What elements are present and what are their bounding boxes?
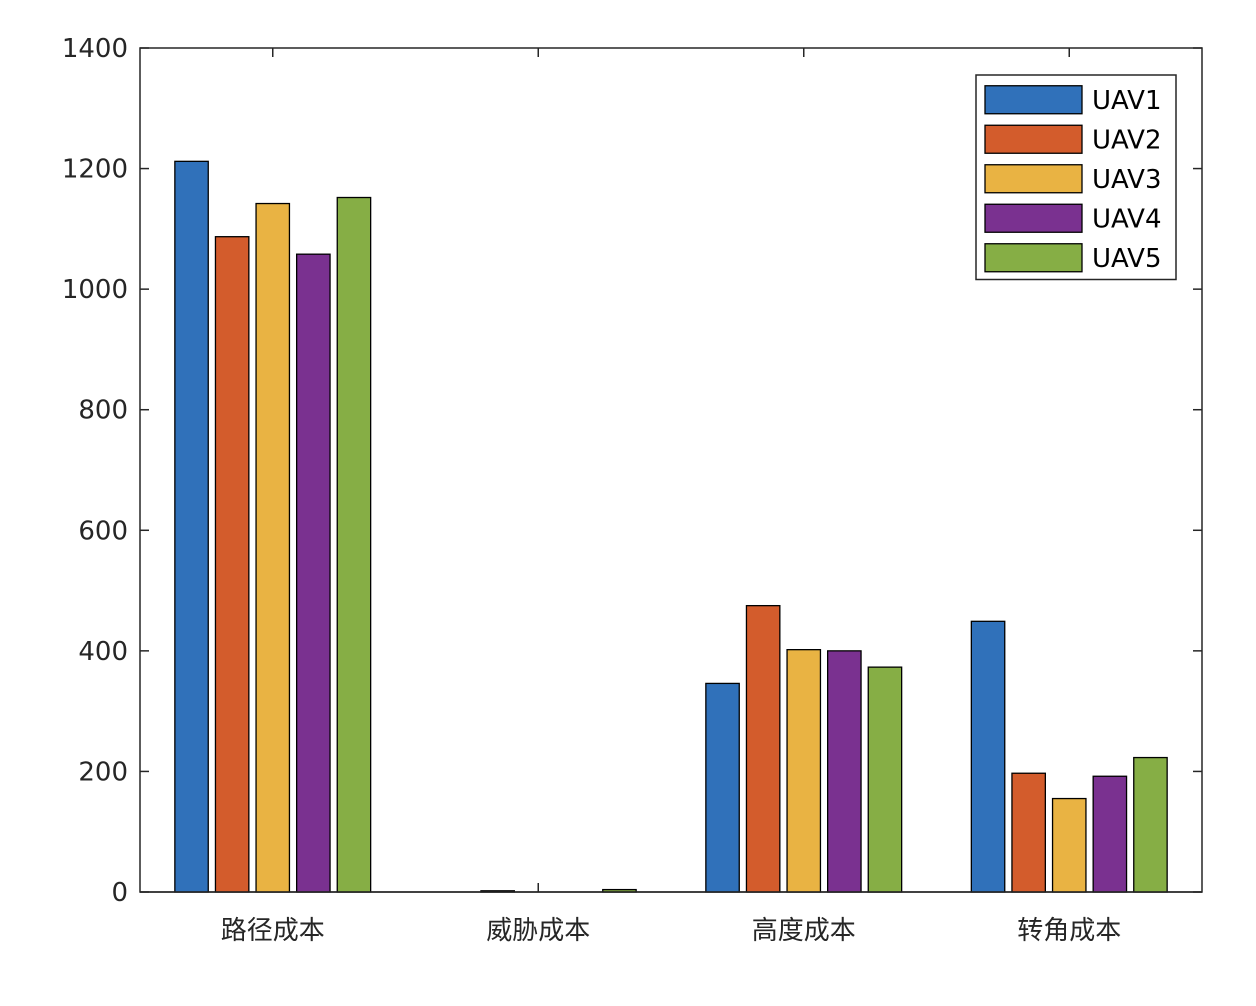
bar-uav2 xyxy=(214,236,250,893)
y-tick-label: 1000 xyxy=(62,275,128,305)
bar-uav2 xyxy=(1011,772,1047,893)
legend-swatch xyxy=(984,243,1083,273)
bar-uav4 xyxy=(295,253,331,893)
legend-label: UAV5 xyxy=(1092,244,1161,274)
y-tick-label: 600 xyxy=(78,516,128,546)
bar-uav5 xyxy=(867,666,903,893)
y-tick-label: 200 xyxy=(78,757,128,787)
x-tick-label: 路径成本 xyxy=(221,916,325,946)
bar-uav3 xyxy=(255,202,291,893)
x-tick-label: 威胁成本 xyxy=(486,916,590,946)
legend-swatch xyxy=(984,124,1083,154)
y-tick-label: 400 xyxy=(78,637,128,667)
legend-swatch xyxy=(984,203,1083,233)
legend-swatch xyxy=(984,164,1083,194)
bar-uav5 xyxy=(1133,756,1168,893)
bar-uav1 xyxy=(174,160,209,893)
legend-label: UAV1 xyxy=(1092,86,1161,116)
y-tick-label: 0 xyxy=(111,878,128,908)
legend-swatch xyxy=(984,85,1083,115)
bar-uav4 xyxy=(827,650,862,893)
y-tick-label: 800 xyxy=(78,396,128,426)
y-tick-label: 1200 xyxy=(62,155,128,185)
bar-uav1 xyxy=(970,620,1006,893)
legend-label: UAV4 xyxy=(1092,204,1161,234)
y-tick-label: 1400 xyxy=(62,34,128,64)
bar-uav3 xyxy=(786,649,822,893)
bar-uav3 xyxy=(1051,797,1087,893)
x-tick-label: 转角成本 xyxy=(1017,916,1121,946)
bar-uav5 xyxy=(336,196,372,893)
bar-uav4 xyxy=(1092,775,1128,893)
x-tick-label: 高度成本 xyxy=(752,916,856,946)
bar-uav2 xyxy=(745,604,781,893)
bar-uav1 xyxy=(705,682,740,893)
legend-label: UAV2 xyxy=(1092,125,1161,155)
legend-label: UAV3 xyxy=(1092,165,1161,195)
